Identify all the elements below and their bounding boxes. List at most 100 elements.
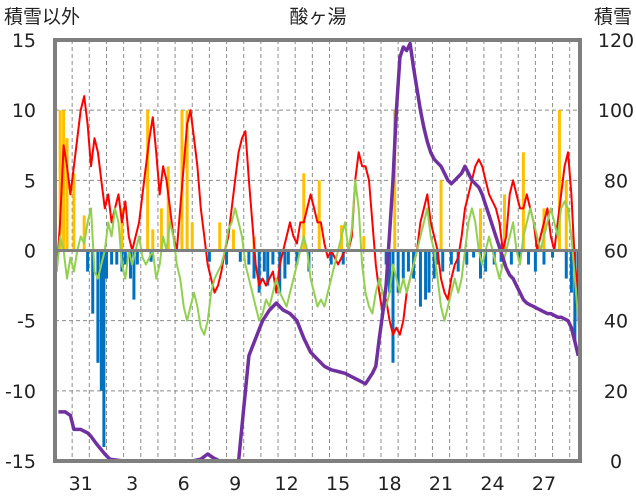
series-lines — [55, 41, 581, 463]
bar-negative — [283, 250, 287, 279]
left-y-tick-label: 15 — [12, 30, 36, 52]
bar-negative — [262, 250, 266, 272]
bar-negative — [135, 250, 139, 265]
bar-negative — [123, 250, 127, 265]
bar-negative — [484, 250, 488, 272]
bar-negative — [329, 250, 333, 265]
bar-positive — [564, 180, 568, 251]
right-y-tick-label: 40 — [604, 311, 628, 333]
chart-title: 酸ヶ湯 — [289, 6, 346, 28]
bar-positive — [190, 222, 194, 251]
series-line-3 — [55, 179, 581, 336]
bar-negative — [569, 250, 573, 293]
x-tick-label: 31 — [69, 473, 93, 495]
bar-negative — [115, 250, 119, 265]
right-y-tick-label: 60 — [604, 241, 628, 263]
bar-negative — [509, 250, 513, 265]
bar-positive — [62, 110, 66, 251]
bar-negative — [441, 250, 445, 272]
bar-positive — [166, 166, 170, 251]
bar-negative — [401, 250, 405, 279]
plot-frame — [53, 38, 582, 463]
bar-negative — [533, 250, 537, 272]
bar-positive — [557, 110, 561, 251]
bar-negative — [564, 250, 568, 279]
bar-positive — [302, 173, 306, 251]
bar-negative — [465, 250, 469, 265]
bar-negative — [527, 250, 531, 265]
bar-negative — [551, 250, 555, 258]
x-tick-label: 24 — [480, 473, 504, 495]
right-y-tick-label: 0 — [610, 451, 622, 473]
bar-negative — [427, 250, 431, 293]
right-y-tick-label: 20 — [604, 381, 628, 403]
bar-positive — [146, 110, 150, 251]
left-axis-label: 積雪以外 — [4, 6, 80, 28]
x-tick-label: 12 — [275, 473, 299, 495]
bar-positive — [65, 138, 69, 251]
left-y-tick-label: 10 — [12, 100, 36, 122]
bar-negative — [388, 250, 392, 293]
x-tick-label: 6 — [178, 473, 190, 495]
right-y-ticks: 120 100 80 60 40 20 0 — [598, 30, 634, 473]
bar-positive — [542, 208, 546, 251]
x-tick-label: 3 — [126, 473, 138, 495]
bar-positive — [185, 110, 189, 251]
left-y-tick-label: 0 — [24, 241, 36, 263]
bar-negative — [132, 250, 136, 300]
bar-negative — [456, 250, 460, 272]
bar-negative — [391, 250, 395, 363]
bar-negative — [110, 250, 114, 265]
bar-negative — [257, 250, 261, 293]
bar-positive — [317, 180, 321, 251]
bar-negative — [266, 250, 270, 286]
bar-negative — [478, 250, 482, 279]
bar-positive — [218, 222, 222, 251]
bar-negative — [449, 250, 453, 265]
bar-positive — [82, 215, 86, 251]
bar-positive — [521, 152, 525, 251]
left-y-tick-label: 5 — [24, 170, 36, 192]
bar-positive — [58, 110, 62, 251]
bar-negative — [238, 250, 242, 262]
left-y-tick-label: -5 — [17, 311, 36, 333]
series-line-2 — [55, 95, 581, 336]
bar-negative — [418, 250, 422, 307]
bar-positive — [159, 208, 163, 251]
bar-negative — [424, 250, 428, 300]
bar-positive — [231, 229, 235, 251]
x-tick-label: 27 — [532, 473, 556, 495]
bar-positive — [478, 208, 482, 251]
left-y-ticks: 15 10 5 0 -5 -10 -15 — [5, 30, 36, 473]
bar-negative — [252, 250, 256, 279]
bar-negative — [207, 250, 211, 262]
x-tick-label: 21 — [429, 473, 453, 495]
bar-positive — [439, 180, 443, 251]
bar-negative — [384, 250, 388, 265]
left-y-tick-label: -10 — [5, 381, 36, 403]
bar-negative — [225, 250, 229, 265]
negative-bars — [86, 250, 580, 447]
x-tick-label: 18 — [377, 473, 401, 495]
x-ticks: 31 3 6 9 12 15 18 21 24 27 — [69, 473, 556, 495]
bar-negative — [99, 250, 103, 391]
bar-negative — [104, 250, 108, 279]
x-tick-label: 15 — [326, 473, 350, 495]
bar-negative — [406, 250, 410, 272]
bar-positive — [503, 194, 507, 251]
bar-negative — [432, 250, 436, 279]
right-y-tick-label: 80 — [604, 170, 628, 192]
bar-negative — [286, 250, 290, 265]
right-y-tick-label: 120 — [598, 30, 634, 52]
left-y-tick-label: -15 — [5, 451, 36, 473]
right-y-tick-label: 100 — [598, 100, 634, 122]
bar-negative — [573, 250, 577, 342]
x-tick-label: 9 — [229, 473, 241, 495]
bar-positive — [362, 236, 366, 251]
bar-negative — [341, 250, 345, 265]
bar-positive — [72, 173, 76, 251]
bar-negative — [396, 250, 400, 293]
bar-negative — [271, 250, 275, 265]
bar-negative — [128, 250, 132, 279]
